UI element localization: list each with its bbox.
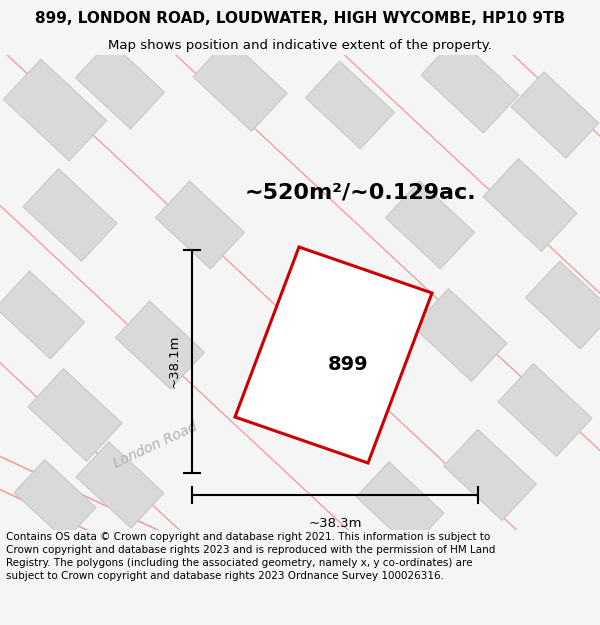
Text: ~520m²/~0.129ac.: ~520m²/~0.129ac.: [245, 183, 476, 203]
Polygon shape: [356, 462, 444, 548]
Polygon shape: [155, 181, 244, 269]
Text: Map shows position and indicative extent of the property.: Map shows position and indicative extent…: [108, 39, 492, 51]
Text: ~38.3m: ~38.3m: [308, 517, 362, 530]
Polygon shape: [526, 261, 600, 349]
Polygon shape: [116, 301, 205, 389]
Polygon shape: [76, 442, 164, 528]
Polygon shape: [498, 364, 592, 456]
Polygon shape: [421, 37, 519, 133]
Polygon shape: [23, 169, 117, 261]
Polygon shape: [193, 39, 287, 131]
Text: London Road: London Road: [111, 419, 199, 471]
Polygon shape: [0, 271, 85, 359]
Polygon shape: [386, 181, 475, 269]
Polygon shape: [235, 247, 432, 463]
Polygon shape: [413, 289, 507, 381]
Text: ~38.1m: ~38.1m: [167, 335, 181, 388]
Text: 899: 899: [328, 356, 369, 374]
Polygon shape: [443, 429, 536, 521]
Polygon shape: [14, 459, 96, 541]
Polygon shape: [305, 61, 394, 149]
Text: Contains OS data © Crown copyright and database right 2021. This information is : Contains OS data © Crown copyright and d…: [6, 532, 496, 581]
Polygon shape: [483, 159, 577, 251]
Polygon shape: [28, 369, 122, 461]
Polygon shape: [511, 72, 599, 158]
Polygon shape: [4, 59, 107, 161]
Polygon shape: [76, 41, 164, 129]
Text: 899, LONDON ROAD, LOUDWATER, HIGH WYCOMBE, HP10 9TB: 899, LONDON ROAD, LOUDWATER, HIGH WYCOMB…: [35, 11, 565, 26]
